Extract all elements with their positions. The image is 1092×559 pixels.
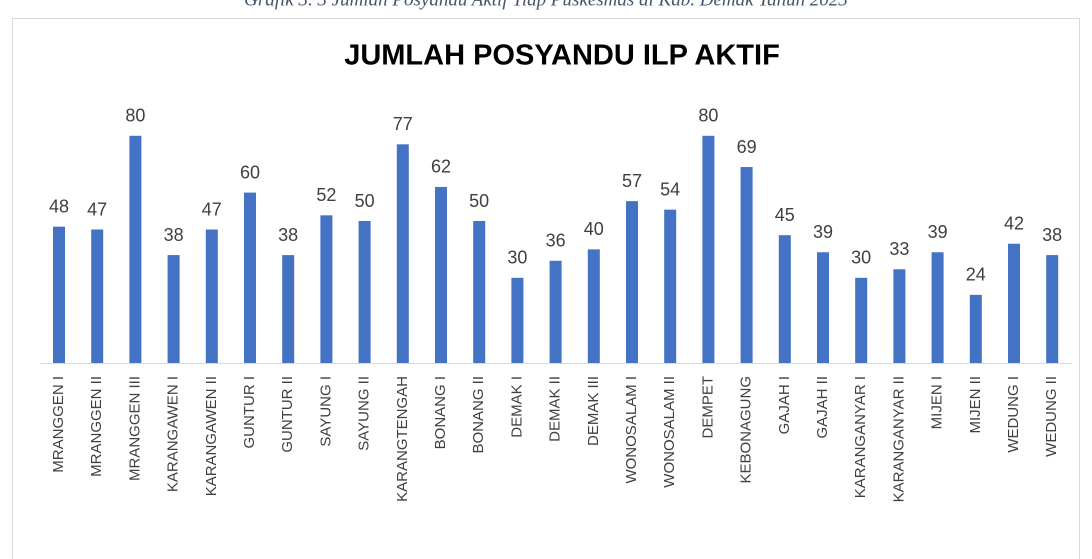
bar [511,277,524,363]
value-label: 50 [355,191,375,211]
value-label: 57 [622,171,642,191]
bar [1046,255,1059,363]
x-tick-label: DEMAK I [508,376,525,438]
x-tick-label: KARANGANYAR II [890,376,907,502]
chart-title: JUMLAH POSYANDU ILP AKTIF [344,40,780,72]
value-label: 54 [660,179,680,199]
x-tick-label: WONOSALAM I [623,376,640,484]
value-label: 69 [737,137,757,157]
x-tick-label: KARANGANYAR I [852,376,869,498]
value-label: 39 [928,222,948,242]
bar [205,229,218,363]
bar [167,255,180,363]
x-tick-label: WEDUNG II [1043,376,1060,457]
x-tick-label: SAYUNG II [356,376,373,451]
bar [740,167,753,363]
value-label: 33 [889,239,909,259]
bar [855,277,868,363]
bar [893,269,906,363]
bar [969,294,982,363]
x-tick-label: BONANG II [470,376,487,454]
x-tick-label: KARANGAWEN II [203,376,220,496]
bar [129,135,142,363]
value-label: 50 [469,191,489,211]
value-label: 39 [813,222,833,242]
bar [282,255,295,363]
x-tick-label: MRANGGEN III [126,376,143,481]
x-tick-label: KARANGAWEN I [165,376,182,492]
caption: Grafik 3. 3 Jumlah Posyandu Aktif Tiap P… [244,0,848,10]
value-label: 38 [164,225,184,245]
x-tick-label: KARANGTENGAH [394,376,411,502]
x-tick-label: DEMAK II [547,376,564,442]
bar [396,144,409,363]
x-tick-label: DEMPET [699,376,716,439]
x-tick-label: BONANG I [432,376,449,449]
value-label: 62 [431,157,451,177]
bar [435,186,447,363]
x-tick-label: GAJAH II [814,376,831,439]
value-label: 38 [278,225,298,245]
bar [664,209,677,363]
x-tick-label: MIJEN II [967,376,984,434]
value-label: 24 [966,265,986,285]
x-tick-label: GAJAH I [776,376,793,434]
value-label: 30 [851,248,871,268]
bar [244,192,256,363]
x-tick-label: MRANGGEN II [88,376,105,477]
value-label: 77 [393,114,413,134]
x-tick-label: KEBONAGUNG [738,376,755,484]
bar [91,229,104,363]
value-label: 47 [202,199,222,219]
x-tick-label: GUNTUR II [279,376,296,453]
value-label: 36 [546,231,566,251]
value-label: 80 [698,106,718,126]
bar [320,215,333,363]
value-label: 47 [87,199,107,219]
bar [53,226,65,363]
x-tick-label: MRANGGEN I [50,376,67,473]
bar [626,201,638,363]
x-tick-label: GUNTUR I [241,376,258,449]
bar [931,252,944,363]
value-label: 45 [775,205,795,225]
value-label: 60 [240,162,260,182]
bar [1008,243,1020,363]
x-tick-label: SAYUNG I [317,376,334,447]
bar [549,260,562,363]
bar [358,221,371,363]
x-tick-label: WONOSALAM II [661,376,678,488]
value-label: 30 [507,248,527,268]
bar [778,235,791,363]
bar [702,135,715,363]
x-tick-label: MIJEN I [929,376,946,429]
x-tick-label: WEDUNG I [1005,376,1022,453]
value-label: 52 [316,185,336,205]
bar [587,249,600,363]
value-label: 80 [125,106,145,126]
value-label: 38 [1042,225,1062,245]
bar [817,252,829,363]
x-tick-label: DEMAK III [585,376,602,446]
value-label: 42 [1004,213,1024,233]
value-label: 48 [49,196,69,216]
value-label: 40 [584,219,604,239]
bar [473,221,486,363]
